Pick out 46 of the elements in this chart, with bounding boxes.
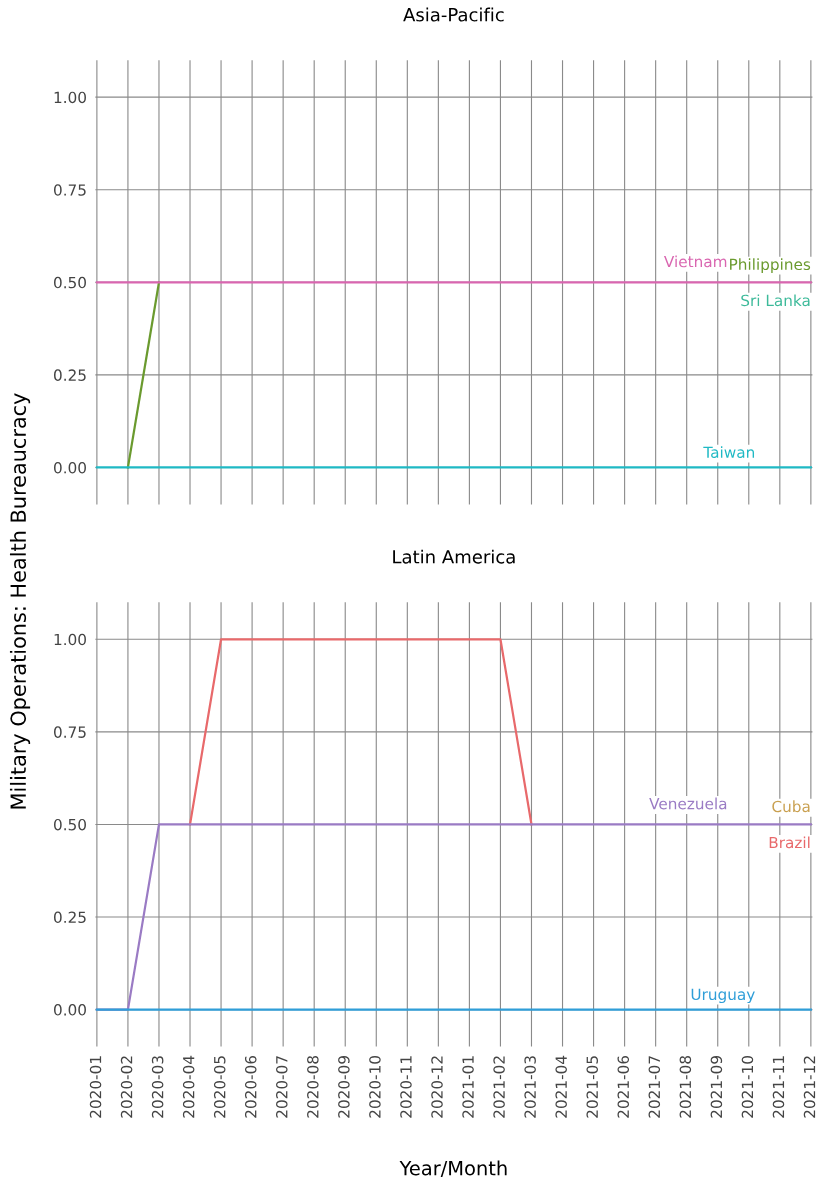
x-tick-label: 2020-05 bbox=[213, 1056, 226, 1118]
x-tick-label: 2021-10 bbox=[741, 1055, 754, 1118]
x-tick-label: 2020-11 bbox=[400, 1056, 412, 1118]
x-tick-label: 2020-08 bbox=[307, 1055, 319, 1118]
chart-title: Asia-Pacific bbox=[403, 7, 504, 22]
x-tick-label: 2021-03 bbox=[524, 1056, 536, 1118]
x-tick-label: 2020-12 bbox=[431, 1056, 443, 1118]
x-tick-label: 2021-02 bbox=[493, 1056, 505, 1118]
y-tick-label: 0.25 bbox=[53, 911, 86, 924]
x-tick-label: 2020-10 bbox=[369, 1055, 381, 1118]
x-axis-title: Year/Month bbox=[399, 1160, 507, 1178]
x-tick-label: 2021-06 bbox=[617, 1055, 630, 1118]
x-tick-label: 2020-04 bbox=[182, 1055, 195, 1118]
series-label: Venezuela bbox=[649, 797, 727, 810]
x-tick-label: 2020-06 bbox=[244, 1055, 257, 1118]
series-label: Vietnam bbox=[663, 255, 727, 268]
y-tick-label: 0.00 bbox=[53, 461, 86, 474]
y-tick-label: 1.00 bbox=[54, 633, 86, 646]
x-tick-label: 2021-09 bbox=[710, 1056, 723, 1118]
y-tick-label: 0.50 bbox=[53, 818, 86, 831]
y-tick-label: 0.75 bbox=[53, 726, 86, 738]
x-tick-label: 2021-08 bbox=[679, 1055, 692, 1118]
y-tick-label: 0.25 bbox=[53, 369, 86, 381]
x-tick-label: 2021-01 bbox=[462, 1056, 474, 1118]
x-tick-label: 2020-09 bbox=[338, 1056, 350, 1118]
legend-label: Sri Lanka bbox=[741, 294, 810, 307]
text: Philippines bbox=[730, 258, 811, 274]
series-label: Uruguay bbox=[691, 988, 755, 1004]
x-tick-label: 2021-11 bbox=[772, 1056, 785, 1118]
x-tick-label: 2020-07 bbox=[276, 1056, 288, 1118]
y-tick-label: 0.50 bbox=[53, 276, 86, 289]
x-tick-label: 2021-05 bbox=[586, 1056, 598, 1118]
series-label: Taiwan bbox=[703, 446, 755, 459]
x-tick-label: 2020-02 bbox=[120, 1056, 133, 1118]
y-tick-label: 1.00 bbox=[54, 91, 86, 104]
x-tick-label: 2020-01 bbox=[89, 1056, 102, 1118]
legend-label: Cuba bbox=[772, 800, 810, 813]
chart-title: Latin America bbox=[393, 549, 515, 564]
text: Brazil bbox=[769, 836, 810, 849]
y-tick-label: 0.75 bbox=[53, 184, 86, 196]
x-tick-label: 2020-03 bbox=[151, 1056, 164, 1118]
x-tick-label: 2021-04 bbox=[555, 1055, 567, 1118]
x-tick-label: 2021-07 bbox=[648, 1056, 661, 1118]
y-tick-label: 0.00 bbox=[53, 1004, 86, 1016]
x-tick-label: 2021-12 bbox=[803, 1056, 816, 1118]
y-axis-title: Military Operations: Health Bureaucracy bbox=[9, 393, 31, 809]
